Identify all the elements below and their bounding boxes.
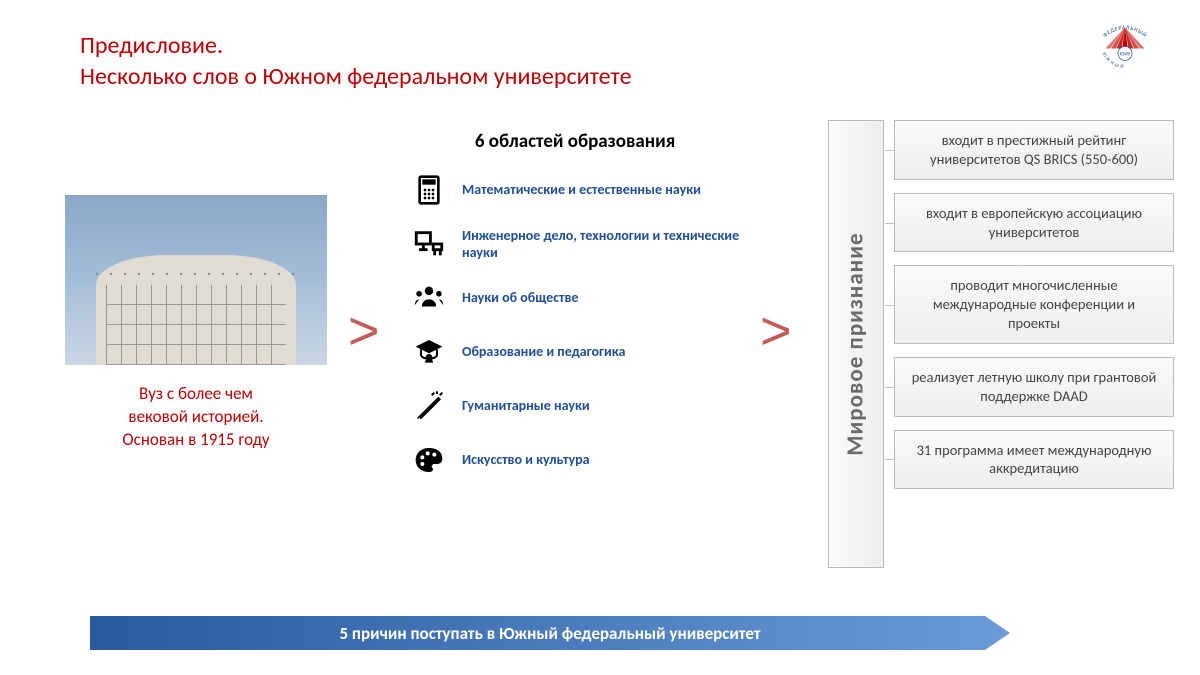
education-icon [410, 333, 448, 371]
area-label: Искусство и культура [462, 451, 590, 469]
recognition-header-box: Мировое признание [828, 120, 884, 568]
area-label: Науки об обществе [462, 289, 578, 307]
banner-text: 5 причин поступать в Южный федеральный у… [339, 623, 760, 644]
slide-title: Предисловие. Несколько слов о Южном феде… [80, 30, 632, 92]
art-icon [410, 441, 448, 479]
bottom-banner: 5 причин поступать в Южный федеральный у… [90, 616, 1010, 650]
right-column: Мировое признание входит в престижный ре… [828, 120, 1174, 568]
recognition-item: входит в европейскую ассоциацию универси… [894, 193, 1174, 253]
university-logo: ФЕДЕРАЛЬНЫЙ ЮЖНЫЙ ЮФУ [1070, 10, 1180, 120]
education-area: Гуманитарные науки [410, 387, 740, 425]
recognition-item: проводит многочисленные международные ко… [894, 265, 1174, 344]
education-area: Математические и естественные науки [410, 171, 740, 209]
recognition-item: входит в престижный рейтинг университето… [894, 120, 1174, 180]
building-image [65, 195, 327, 365]
society-icon [410, 279, 448, 317]
svg-text:ЮФУ: ЮФУ [1120, 51, 1131, 58]
left-column: Вуз с более чем вековой историей. Основа… [65, 195, 327, 452]
title-line1: Предисловие. [80, 30, 632, 61]
recognition-item: реализует летную школу при грантовой под… [894, 357, 1174, 417]
calculator-icon [410, 171, 448, 209]
areas-title: 6 областей образования [410, 130, 740, 153]
chevron-icon: > [348, 300, 380, 362]
education-area: Инженерное дело, технологии и технически… [410, 225, 740, 263]
middle-column: 6 областей образования Математические и … [410, 130, 740, 495]
founding-caption: Вуз с более чем вековой историей. Основа… [65, 383, 327, 452]
education-area: Образование и педагогика [410, 333, 740, 371]
humanities-icon [410, 387, 448, 425]
recognition-item: 31 программа имеет международную аккреди… [894, 430, 1174, 490]
title-line2: Несколько слов о Южном федеральном униве… [80, 61, 632, 92]
recognition-header: Мировое признание [842, 232, 870, 455]
area-label: Инженерное дело, технологии и технически… [462, 227, 740, 262]
education-area: Искусство и культура [410, 441, 740, 479]
area-label: Гуманитарные науки [462, 397, 590, 415]
engineering-icon [410, 225, 448, 263]
area-label: Образование и педагогика [462, 343, 625, 361]
chevron-icon: > [760, 300, 792, 362]
area-label: Математические и естественные науки [462, 181, 701, 199]
education-area: Науки об обществе [410, 279, 740, 317]
